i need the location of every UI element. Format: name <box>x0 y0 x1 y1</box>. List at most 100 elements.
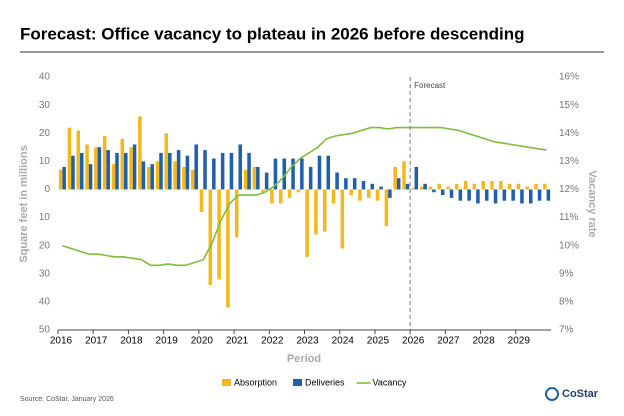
bar <box>326 155 331 190</box>
bar <box>138 116 142 190</box>
bar <box>349 189 353 196</box>
bar <box>484 189 489 201</box>
x-tick-label: 2018 <box>120 336 143 347</box>
x-tick-label: 2020 <box>191 336 214 347</box>
x-tick-label: 2017 <box>85 336 108 347</box>
y2-tick-label: 9% <box>559 268 574 279</box>
bar <box>370 183 375 190</box>
bar <box>300 158 304 190</box>
logo: CoStar <box>562 388 599 400</box>
bar <box>352 178 357 190</box>
y2-axis-label: Vacancy rate <box>586 170 598 237</box>
bar <box>194 144 198 190</box>
bar <box>432 189 436 193</box>
bar <box>511 189 515 201</box>
bar <box>458 189 463 201</box>
bar <box>516 183 521 190</box>
bar <box>124 152 128 190</box>
bar <box>176 150 181 190</box>
bar <box>446 186 450 190</box>
chart-title: Forecast: Office vacancy to plateau in 2… <box>20 24 525 43</box>
bar <box>282 158 287 190</box>
bar <box>305 189 309 257</box>
bar <box>234 189 239 238</box>
bar <box>384 189 389 226</box>
bar <box>476 189 480 204</box>
bar <box>449 189 454 198</box>
bar <box>212 158 216 190</box>
bar <box>367 189 371 198</box>
bar <box>256 166 260 190</box>
y2-tick-label: 15% <box>559 100 579 111</box>
logo-mark <box>545 387 559 401</box>
bar <box>296 189 301 193</box>
bar <box>507 183 512 190</box>
annotation: Forecast <box>414 81 446 90</box>
y-tick-label: 10 <box>39 212 51 223</box>
bar <box>393 166 397 190</box>
bar <box>340 189 345 249</box>
bar <box>150 164 154 190</box>
bar <box>440 189 445 196</box>
y-tick-label: 20 <box>39 128 51 139</box>
x-tick-label: 2025 <box>367 336 390 347</box>
bar <box>115 152 119 190</box>
bar <box>58 169 63 190</box>
bar <box>411 188 415 190</box>
bar <box>423 183 427 190</box>
y2-tick-label: 7% <box>559 325 574 336</box>
y2-tick-label: 10% <box>559 240 579 251</box>
bar <box>379 186 383 190</box>
bar <box>270 189 274 204</box>
x-axis-label: Period <box>287 353 321 365</box>
bar <box>467 189 471 201</box>
bar <box>67 127 72 190</box>
x-tick-label: 2027 <box>437 336 460 347</box>
bar <box>278 189 283 204</box>
bar <box>291 158 295 190</box>
bar <box>455 183 459 190</box>
y-tick-label: 40 <box>39 297 51 308</box>
legend-label: Deliveries <box>305 377 345 387</box>
y-tick-label: 30 <box>39 100 51 111</box>
bar <box>155 161 160 190</box>
bar <box>97 147 102 190</box>
bar <box>164 133 169 190</box>
y-tick-label: 30 <box>39 268 51 279</box>
bar <box>129 147 133 190</box>
bar <box>287 189 292 198</box>
bar <box>208 189 213 286</box>
bar <box>159 152 163 190</box>
bar <box>525 186 529 190</box>
x-tick-label: 2022 <box>261 336 284 347</box>
bar <box>220 152 225 190</box>
y2-tick-label: 11% <box>559 212 578 223</box>
bar <box>252 166 257 190</box>
bar <box>335 172 339 190</box>
bar <box>308 166 313 190</box>
bar <box>182 166 186 190</box>
bar <box>543 183 547 190</box>
bar <box>62 166 66 190</box>
bar <box>229 152 234 190</box>
line <box>62 126 547 267</box>
y2-tick-label: 14% <box>559 128 579 139</box>
bar <box>331 189 336 204</box>
bar <box>358 189 362 201</box>
y2-tick-label: 13% <box>559 156 579 167</box>
bar <box>199 189 204 212</box>
bar <box>317 155 322 190</box>
bar <box>238 144 242 190</box>
bar <box>402 161 406 190</box>
y-tick-label: 50 <box>39 325 51 336</box>
bar <box>71 155 75 190</box>
y2-tick-label: 12% <box>559 184 579 195</box>
bar <box>537 189 542 201</box>
x-tick-label: 2029 <box>508 336 531 347</box>
bar <box>132 144 137 190</box>
bar <box>528 189 533 204</box>
x-tick-label: 2028 <box>472 336 495 347</box>
bar <box>261 189 265 193</box>
legend-swatch <box>293 379 303 386</box>
